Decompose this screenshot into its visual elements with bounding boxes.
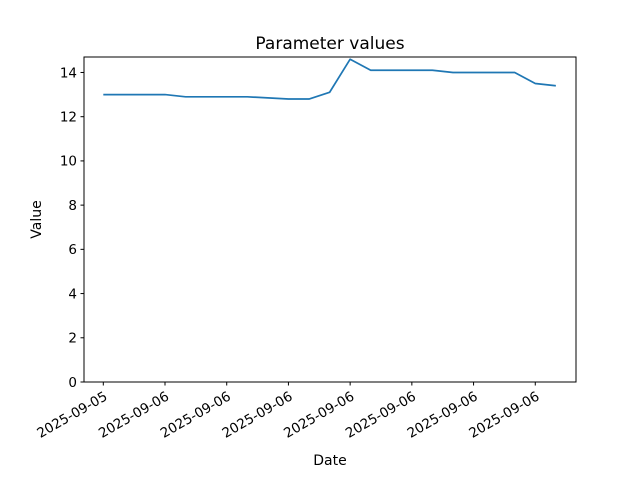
y-tick-label: 8	[68, 198, 77, 214]
y-tick-label: 10	[60, 154, 77, 170]
y-axis-label: Value	[29, 200, 45, 238]
plot-area: 024681012142025-09-052025-09-062025-09-0…	[34, 56, 577, 442]
y-tick-label: 0	[68, 375, 77, 391]
x-tick-label: 2025-09-06	[466, 389, 542, 442]
x-axis-label: Date	[313, 453, 346, 469]
axes-frame	[83, 56, 577, 383]
data-line	[103, 58, 556, 100]
y-tick-label: 12	[60, 109, 77, 125]
y-tick-label: 6	[68, 242, 77, 258]
chart-title: Parameter values	[255, 34, 404, 54]
y-tick-label: 4	[68, 286, 77, 302]
y-tick-label: 14	[60, 65, 77, 81]
y-tick-label: 2	[68, 331, 77, 347]
